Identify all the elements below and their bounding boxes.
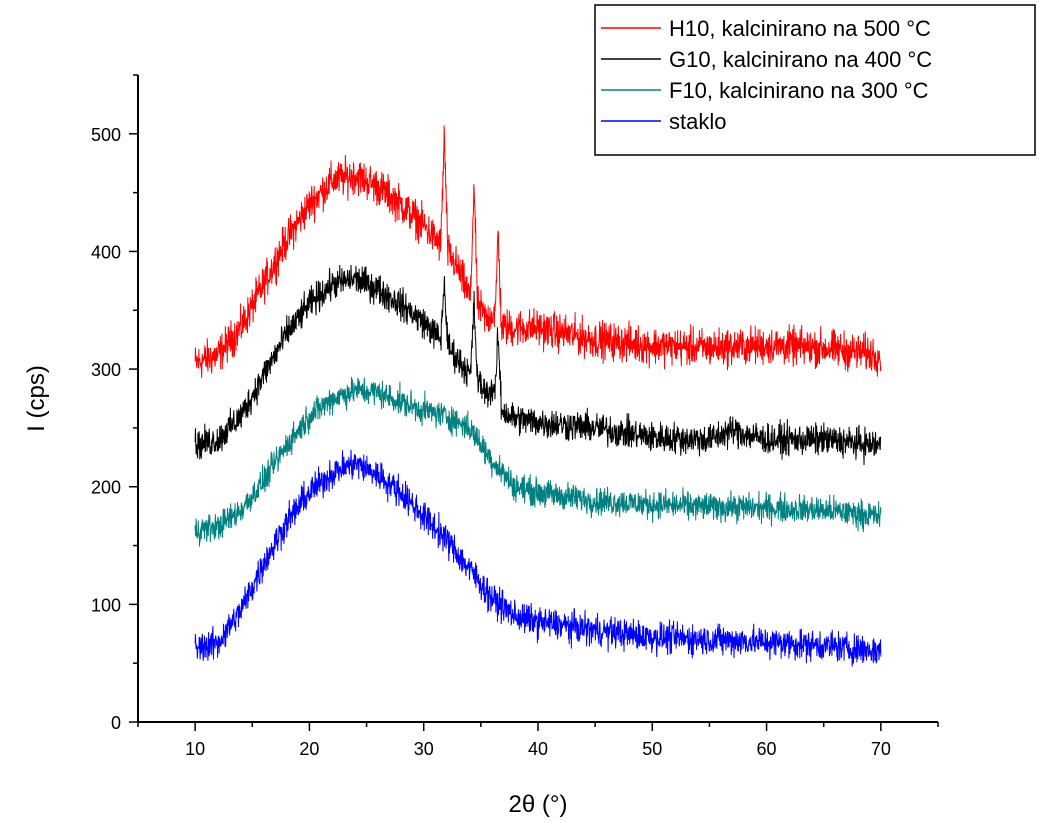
axes-layer: 10 20 30 40 50 60 70 0 100 200 300 400 500 (91, 74, 939, 759)
series-line-0 (194, 125, 882, 378)
x-tick-label: 40 (528, 739, 548, 759)
y-axis-label: I (cps) (23, 365, 50, 432)
series-layer (194, 125, 882, 667)
legend-label: staklo (669, 109, 726, 134)
legend: H10, kalcinirano na 500 °C G10, kalcinira… (594, 4, 1036, 156)
y-tick-label: 300 (91, 360, 121, 380)
series-line-1 (194, 264, 882, 466)
x-axis-label: 2θ (°) (509, 791, 568, 818)
x-tick-label: 70 (871, 739, 891, 759)
x-tick-label: 20 (299, 739, 319, 759)
y-tick-label: 500 (91, 125, 121, 145)
series-line-3 (194, 449, 882, 667)
legend-label: F10, kalcinirano na 300 °C (669, 78, 929, 103)
legend-box (594, 4, 1036, 156)
legend-label: H10, kalcinirano na 500 °C (669, 16, 931, 41)
plot-area: 10 20 30 40 50 60 70 0 100 200 300 400 500 (91, 74, 939, 759)
y-tick-label: 400 (91, 242, 121, 262)
x-tick-label: 30 (414, 739, 434, 759)
series-line-2 (194, 376, 882, 547)
x-tick-label: 10 (185, 739, 205, 759)
y-tick-label: 0 (111, 713, 121, 733)
y-tick-label: 100 (91, 595, 121, 615)
y-tick-label: 200 (91, 478, 121, 498)
legend-label: G10, kalcinirano na 400 °C (669, 47, 932, 72)
x-tick-label: 50 (642, 739, 662, 759)
x-tick-label: 60 (757, 739, 777, 759)
